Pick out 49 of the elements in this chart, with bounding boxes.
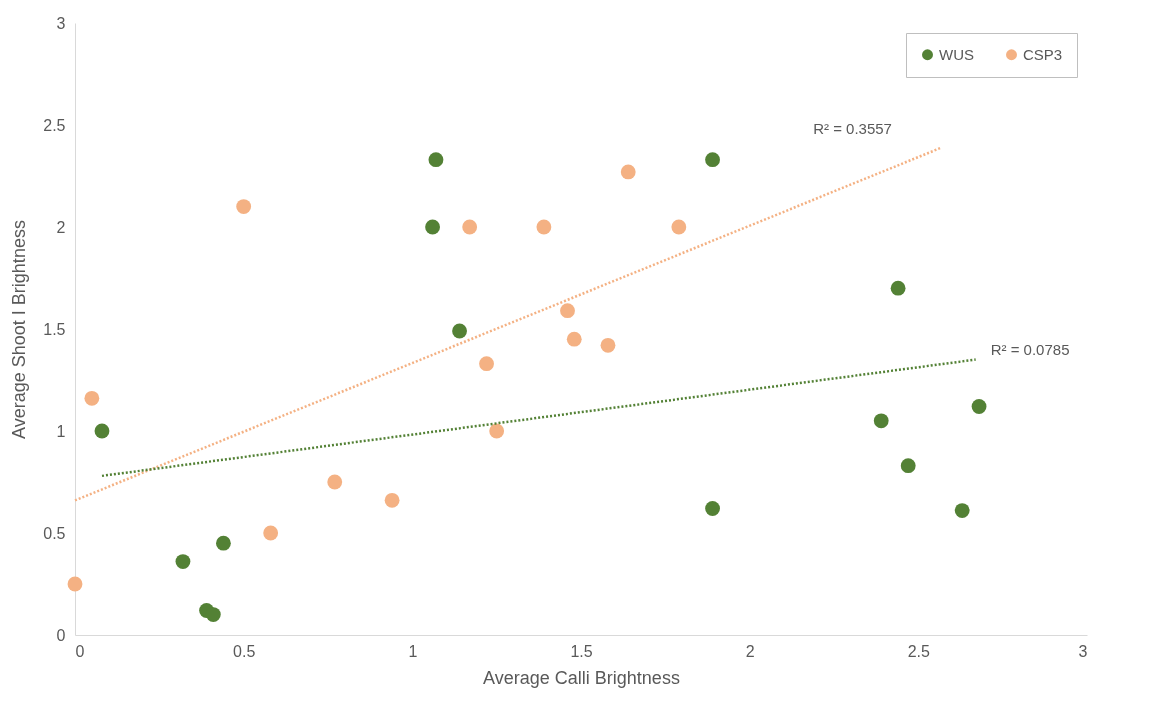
y-tick-label: 2 [56, 218, 66, 236]
point [536, 219, 552, 235]
point [560, 303, 575, 319]
point [954, 503, 970, 518]
point [216, 535, 231, 551]
point [67, 576, 83, 592]
point [489, 423, 505, 439]
annotation: R² = 0.3557 [813, 120, 892, 138]
y-tick-label: 0 [56, 626, 66, 644]
point [600, 337, 616, 353]
point [705, 152, 720, 168]
point [263, 525, 279, 541]
x-tick-label: 2.5 [907, 642, 931, 660]
point [428, 152, 444, 168]
y-tick-label: 1.5 [43, 320, 66, 338]
point [479, 356, 494, 372]
x-axis-title: Average Calli Brightness [483, 667, 680, 688]
x-tick-label: 1.5 [570, 642, 593, 660]
x-tick-label: 0.5 [233, 642, 256, 660]
point [890, 280, 906, 296]
point [425, 219, 440, 235]
point [671, 219, 687, 235]
point [205, 607, 221, 622]
point [452, 323, 467, 339]
point [384, 492, 400, 508]
x-tick-label: 1 [408, 642, 418, 660]
point [462, 219, 478, 235]
point [175, 554, 191, 569]
y-tick-label: 1 [56, 422, 66, 440]
y-tick-label: 2.5 [43, 116, 66, 134]
legend-label: CSP3 [1023, 45, 1063, 63]
y-axis-title: Average Shoot I Brightness [9, 220, 30, 439]
y-tick-label: 3 [56, 14, 66, 32]
point [84, 390, 100, 406]
x-tick-label: 0 [75, 642, 85, 660]
point [566, 331, 582, 347]
annotation: R² = 0.0785 [990, 340, 1070, 358]
point [873, 413, 889, 429]
y-tick-label: 0.5 [43, 524, 66, 542]
point [236, 199, 252, 214]
point [971, 399, 987, 414]
point [620, 164, 636, 180]
x-tick-label: 3 [1078, 642, 1088, 660]
point [705, 501, 720, 516]
point [900, 458, 916, 474]
legend-label: WUS [939, 45, 974, 63]
point [94, 423, 110, 439]
point [327, 474, 343, 490]
x-tick-label: 2 [745, 642, 755, 660]
